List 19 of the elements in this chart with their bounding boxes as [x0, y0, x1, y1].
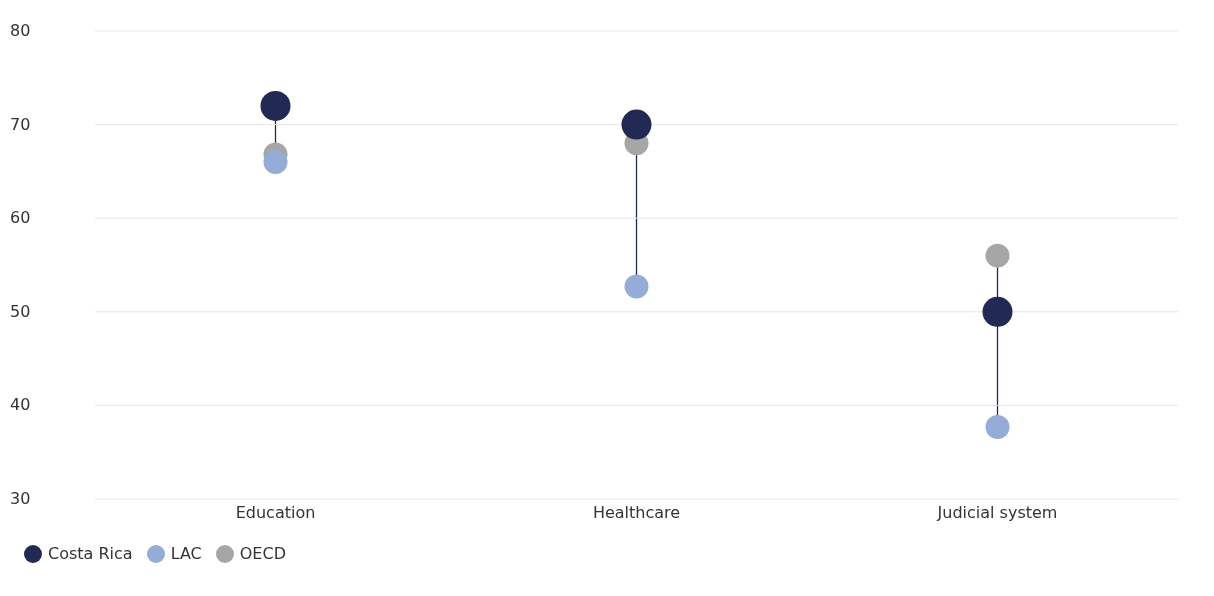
x-tick-label: Healthcare: [592, 503, 681, 523]
legend-label: OECD: [239, 544, 286, 563]
x-tick-label: Judicial system: [936, 503, 1058, 523]
legend-label: LAC: [170, 544, 202, 563]
y-tick-label: 50: [10, 301, 31, 321]
point: [263, 150, 288, 175]
y-tick-label: 40: [10, 395, 31, 415]
y-tick-label: 70: [10, 114, 31, 134]
x-tick-label: Education: [235, 503, 316, 523]
y-tick-label: 30: [10, 489, 31, 508]
point: [260, 90, 291, 121]
y-tick-label: 60: [10, 208, 31, 228]
point: [624, 274, 649, 299]
point: [985, 243, 1010, 268]
point: [985, 414, 1010, 439]
y-tick-label: 80: [10, 21, 31, 40]
point: [982, 296, 1013, 327]
legend-label: Costa Rica: [48, 544, 133, 563]
point: [621, 109, 652, 140]
